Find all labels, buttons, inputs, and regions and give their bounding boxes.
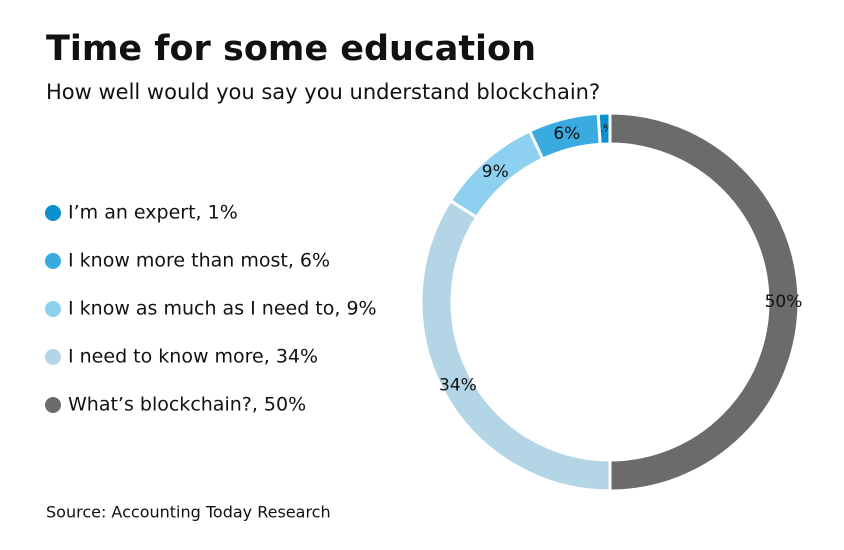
donut-segment xyxy=(419,198,612,493)
legend-marker xyxy=(45,253,61,269)
legend-label: I know more than most, 6% xyxy=(68,250,330,272)
data-label: 9% xyxy=(482,162,509,182)
donut-segment xyxy=(608,111,801,493)
chart-title: Time for some education xyxy=(46,29,536,69)
data-label: 1% xyxy=(597,124,613,135)
legend-label: I need to know more, 34% xyxy=(68,346,318,368)
data-label: 34% xyxy=(439,376,477,396)
source: Source: Accounting Today Research xyxy=(46,503,331,522)
legend-marker xyxy=(45,205,61,221)
legend-label: What’s blockchain?, 50% xyxy=(68,394,306,416)
data-label: 6% xyxy=(553,124,580,144)
legend-label: I know as much as I need to, 9% xyxy=(68,298,377,320)
legend-marker xyxy=(45,301,61,317)
chart-subtitle: How well would you say you understand bl… xyxy=(46,80,600,104)
legend-marker xyxy=(45,397,61,413)
legend-marker xyxy=(45,349,61,365)
data-label: 50% xyxy=(765,292,803,312)
legend-label: I’m an expert, 1% xyxy=(68,202,238,224)
